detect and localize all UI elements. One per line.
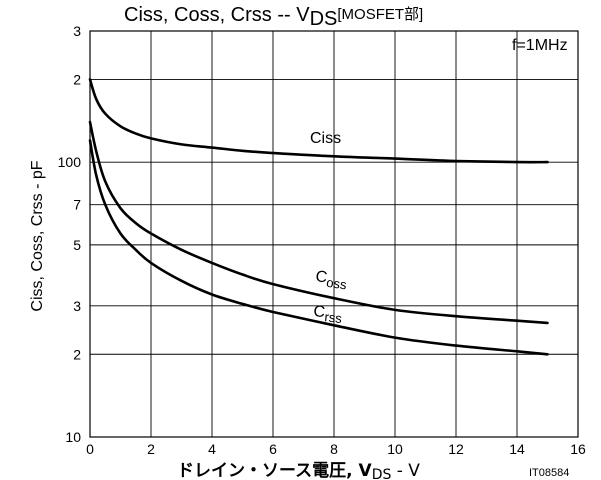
- chart-title-main: Ciss, Coss, Crss -- V: [124, 4, 310, 26]
- x-axis-label-main: ドレイン・ソース電圧, V: [177, 461, 373, 480]
- y-axis-ticks: 10 2 3 5 7 100 2 3: [58, 23, 82, 445]
- y-tick-label: 3: [73, 23, 81, 39]
- x-tick-label: 10: [387, 441, 403, 457]
- x-tick-label: 4: [208, 441, 216, 457]
- y-tick-label: 2: [73, 71, 81, 87]
- x-tick-label: 0: [86, 441, 94, 457]
- y-tick-label: 100: [58, 154, 82, 170]
- series-line-ciss: [88, 78, 549, 164]
- plot-frame: [89, 30, 579, 438]
- y-tick-label: 10: [65, 429, 81, 445]
- x-axis-ticks: 0 2 4 6 8 10 12 14 16: [86, 441, 586, 457]
- x-tick-label: 16: [570, 441, 586, 457]
- y-tick-label: 5: [73, 237, 81, 253]
- frequency-annotation: f=1MHz: [512, 37, 568, 54]
- x-tick-label: 8: [330, 441, 338, 457]
- y-tick-label: 7: [73, 197, 81, 213]
- x-axis-label-suffix: - V: [391, 461, 420, 480]
- grid: [90, 31, 578, 437]
- chart-title-suffix: [MOSFET部]: [337, 6, 423, 23]
- x-axis-label-sub: DS: [372, 467, 392, 480]
- series-layer: [88, 78, 549, 356]
- chart-title-sub: DS: [310, 8, 338, 30]
- x-axis-label: ドレイン・ソース電圧, VDS - V: [177, 461, 420, 480]
- y-axis-label: Ciss, Coss, Crss - pF: [29, 160, 46, 311]
- figure-code: IT08584: [529, 467, 569, 479]
- y-tick-label: 3: [73, 298, 81, 314]
- chart-title: Ciss, Coss, Crss -- VDS[MOSFET部]: [124, 4, 423, 30]
- x-tick-label: 12: [448, 441, 464, 457]
- series-line-coss: [88, 120, 549, 325]
- x-tick-label: 2: [147, 441, 155, 457]
- series-label-coss: Coss: [314, 268, 349, 292]
- series-line-crss: [88, 139, 549, 356]
- series-label-crss: Crss: [312, 303, 343, 326]
- x-tick-label: 14: [509, 441, 525, 457]
- series-label-ciss: Ciss: [310, 130, 341, 147]
- y-tick-label: 2: [73, 346, 81, 362]
- x-tick-label: 6: [269, 441, 277, 457]
